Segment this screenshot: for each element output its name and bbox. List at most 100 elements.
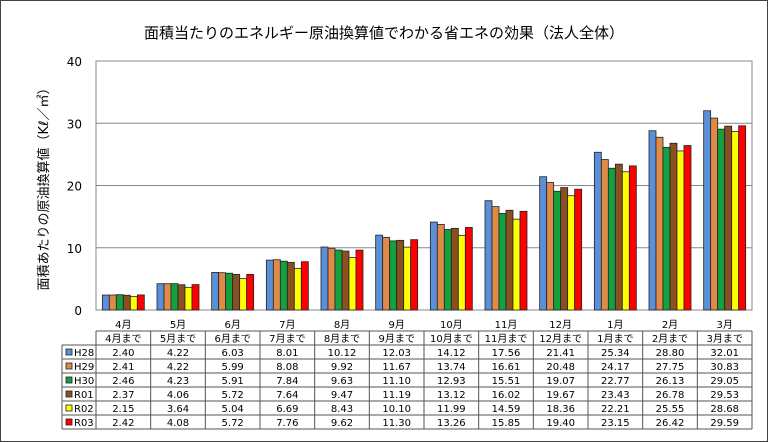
bar-H29-9 [600, 159, 609, 311]
bar-H30-6 [443, 229, 452, 311]
table-cell: 9.47 [331, 390, 353, 401]
bar-H30-10 [662, 146, 671, 311]
bar-H30-4 [334, 249, 343, 311]
bar-H29-5 [382, 236, 391, 311]
bar-H30-5 [389, 240, 398, 311]
bar-H28-2 [211, 272, 220, 311]
bar-R01-10 [669, 142, 678, 311]
bar-R03-3 [300, 261, 309, 311]
bar-H28-10 [648, 130, 657, 311]
bar-R03-2 [246, 273, 255, 311]
bar-R03-8 [574, 188, 583, 311]
bar-R01-5 [396, 239, 405, 311]
data-table: 4月 4月まで 5月 5月まで 6月 6月まで 7月 7月まで 8月 8月まで 9月 9月まで 10月 1… [61, 319, 753, 430]
bar-H28-4 [320, 246, 329, 311]
bar-R02-3 [293, 267, 302, 311]
table-month-header: 10月 [440, 319, 463, 331]
table-cell: 16.61 [492, 362, 521, 373]
table-cell: 13.26 [437, 418, 466, 429]
table-month-header: 4月 [115, 319, 131, 331]
table-month-header: 1月 [607, 319, 623, 331]
table-cumulative-header: 6月まで [214, 333, 250, 345]
bar-R02-0 [129, 296, 138, 311]
table-cumulative-header: 1月まで [597, 333, 633, 345]
table-cell: 15.51 [492, 376, 521, 387]
table-cell: 26.13 [656, 376, 685, 387]
bar-H30-2 [225, 272, 234, 311]
table-cell: 5.72 [222, 390, 244, 401]
table-cell: 2.41 [112, 362, 134, 373]
legend-label: H29 [74, 362, 94, 373]
bar-R02-7 [512, 218, 521, 311]
table-cell: 4.23 [167, 376, 189, 387]
table-cell: 22.21 [601, 404, 630, 415]
table-cell: 3.64 [167, 404, 189, 415]
bar-R02-2 [239, 278, 248, 311]
y-tick-label: 0 [74, 304, 82, 318]
legend-swatch-R03 [65, 418, 73, 426]
table-cell: 2.42 [112, 418, 134, 429]
bar-R02-6 [457, 234, 466, 311]
bar-H28-7 [484, 200, 493, 311]
table-cumulative-header: 8月まで [324, 333, 360, 345]
bar-H28-6 [429, 221, 438, 311]
table-cell: 8.08 [276, 362, 298, 373]
bar-H30-8 [553, 190, 562, 311]
bar-R01-2 [232, 273, 241, 311]
bar-H28-0 [101, 294, 110, 311]
table-cell: 7.64 [276, 390, 298, 401]
table-cell: 14.12 [437, 348, 466, 359]
y-tick-label: 10 [67, 242, 82, 256]
bar-R03-5 [410, 239, 419, 311]
bars [101, 110, 747, 311]
bar-H29-10 [655, 136, 664, 311]
table-cell: 29.05 [710, 376, 739, 387]
table-cell: 8.01 [276, 348, 298, 359]
table-cell: 30.83 [710, 362, 739, 373]
table-cell: 10.10 [382, 404, 411, 415]
bar-R01-4 [341, 250, 350, 311]
table-cell: 15.85 [492, 418, 521, 429]
table-cell: 11.19 [382, 390, 411, 401]
bar-H29-4 [327, 247, 336, 311]
table-month-header: 7月 [279, 319, 295, 331]
table-cell: 2.46 [112, 376, 134, 387]
bar-R03-0 [136, 294, 145, 311]
chart-title: 面積当たりのエネルギー原油換算値でわかる省エネの効果（法人全体） [144, 24, 624, 42]
bar-H30-9 [607, 167, 616, 311]
table-month-header: 5月 [170, 319, 186, 331]
table-cell: 23.43 [601, 390, 630, 401]
table-cell: 14.59 [492, 404, 521, 415]
table-cumulative-header: 9月まで [378, 333, 414, 345]
table-month-header: 8月 [334, 319, 350, 331]
table-cumulative-header: 4月まで [105, 333, 141, 345]
legend-label: R02 [74, 404, 94, 415]
table-cell: 12.93 [437, 376, 466, 387]
table-cell: 24.17 [601, 362, 630, 373]
table-cell: 19.67 [546, 390, 575, 401]
table-cell: 4.06 [167, 390, 189, 401]
bar-R02-4 [348, 257, 357, 311]
table-cumulative-header: 10月まで [430, 333, 473, 345]
bar-R03-1 [191, 284, 200, 311]
bar-R03-11 [738, 125, 747, 311]
table-cumulative-header: 12月まで [539, 333, 582, 345]
bar-H28-1 [156, 283, 165, 311]
table-cell: 29.53 [710, 390, 739, 401]
table-cell: 6.69 [276, 404, 298, 415]
table-cell: 5.99 [222, 362, 244, 373]
table-cumulative-header: 7月まで [269, 333, 305, 345]
table-cumulative-header: 2月まで [652, 333, 688, 345]
table-cell: 13.12 [437, 390, 466, 401]
legend-swatch-H28 [65, 348, 73, 356]
bar-R01-6 [450, 227, 459, 311]
table-cell: 5.91 [222, 376, 244, 387]
table-cell: 19.40 [546, 418, 575, 429]
table-cell: 26.42 [656, 418, 685, 429]
table-cell: 32.01 [710, 348, 739, 359]
bar-R03-4 [355, 249, 364, 311]
table-cell: 6.03 [222, 348, 244, 359]
bar-H29-7 [491, 206, 500, 311]
table-month-header: 9月 [388, 319, 404, 331]
legend-swatch-H29 [65, 362, 73, 370]
